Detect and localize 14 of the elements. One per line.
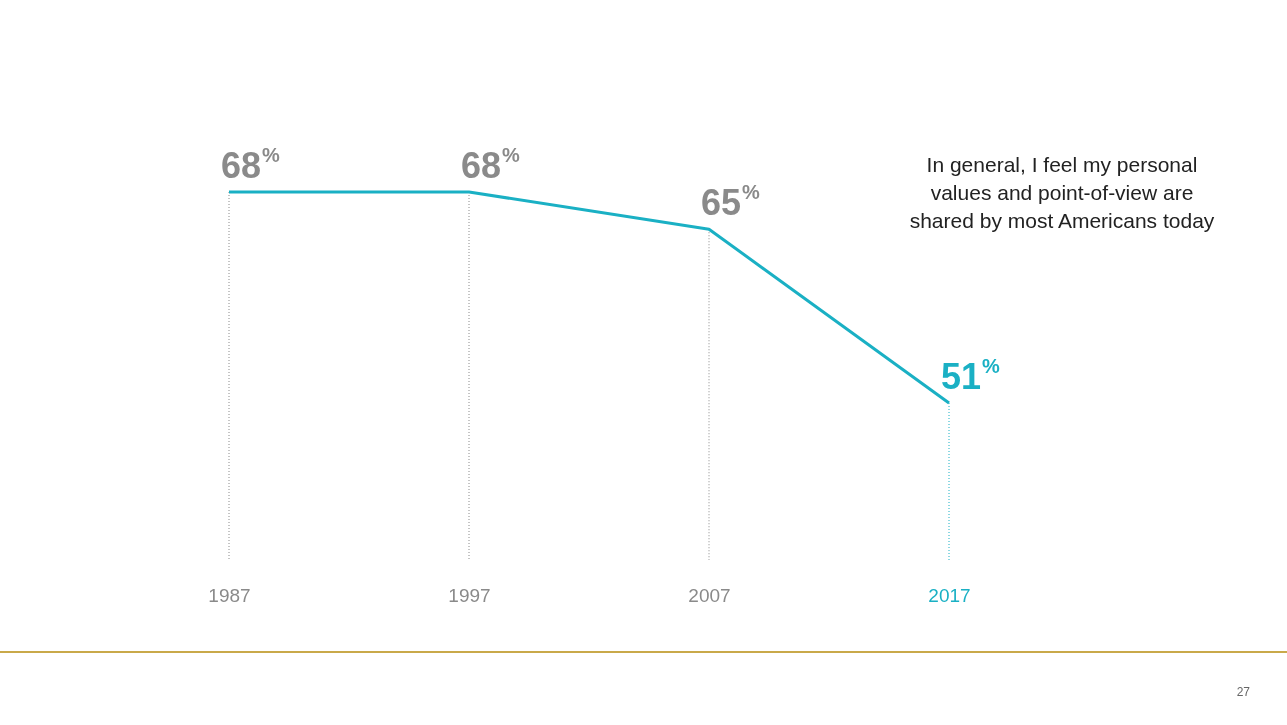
data-label: 51 <box>940 356 982 397</box>
x-tick-label: 1997 <box>448 584 491 606</box>
x-tick-label: 1987 <box>208 584 251 606</box>
x-tick-label: 2017 <box>928 584 971 606</box>
data-label: 68 <box>460 145 502 186</box>
text: % <box>502 144 520 166</box>
text: % <box>742 181 760 204</box>
text: 27 <box>1236 685 1251 699</box>
x-tick-label: 2007 <box>688 584 731 606</box>
text: % <box>262 144 280 166</box>
data-label: 65 <box>700 182 742 224</box>
data-label: 68 <box>220 145 262 186</box>
chart-title: In general, I feel my personal values and point-of-view are shared by most Americans today <box>909 153 1215 232</box>
text: % <box>982 355 1000 377</box>
